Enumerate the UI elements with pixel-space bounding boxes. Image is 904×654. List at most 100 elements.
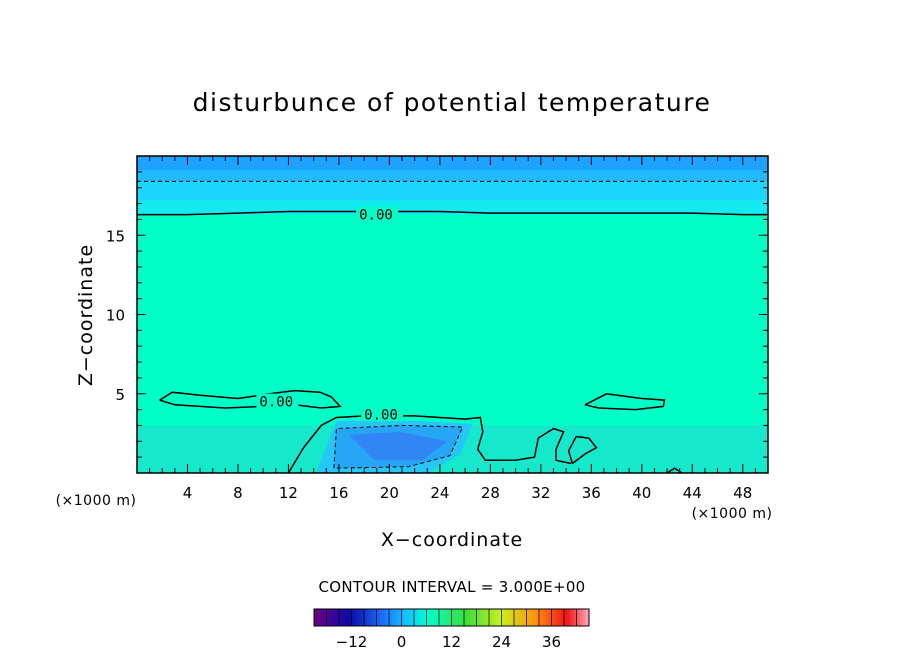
contour-label-bg-3 [361, 406, 404, 422]
chart-title: disturbunce of potential temperature [193, 88, 712, 117]
negative-contour-2 [333, 424, 464, 469]
colorbar-frame [313, 608, 590, 627]
colorbar-swatch [382, 609, 387, 626]
colorbar-swatch [342, 609, 346, 626]
colorbar-swatch [376, 609, 381, 626]
contour-interval-label: CONTOUR INTERVAL = 3.000E+00 [318, 578, 585, 596]
colorbar-swatch [426, 609, 431, 626]
contour-label-bg-2 [256, 393, 299, 409]
colorbar-swatch [410, 609, 415, 626]
colorbar-swatch [479, 609, 484, 626]
colorbar-swatch [529, 609, 534, 626]
colorbar-swatch [435, 609, 440, 626]
colorbar-tick-label: 36 [542, 633, 561, 651]
x-tick-label: 44 [683, 484, 702, 502]
colorbar-swatch [364, 609, 368, 626]
colorbar-swatch [351, 609, 356, 626]
zero-contour-2 [287, 415, 572, 473]
x-tick-label: 28 [481, 484, 500, 502]
colorbar-tick-label: 24 [492, 633, 511, 651]
colorbar-swatch [439, 609, 443, 626]
x-tick-label: 8 [233, 484, 243, 502]
x-tick-label: 20 [380, 484, 399, 502]
colorbar-swatch [457, 609, 462, 626]
colorbar-swatch [392, 609, 396, 626]
colorbar-swatch [332, 609, 337, 626]
colorbar-swatch [560, 609, 565, 626]
colorbar-swatch [492, 609, 496, 626]
y-tick-label: 10 [106, 307, 125, 325]
zero-contour-5 [567, 435, 598, 465]
colorbar-swatch [354, 609, 359, 626]
y-tick-label: 5 [115, 386, 125, 404]
x-tick-label: 16 [329, 484, 348, 502]
colorbar-swatch [498, 609, 502, 626]
colorbar-swatch [532, 609, 537, 626]
cold-pool-core [349, 431, 448, 461]
colorbar-swatch [514, 609, 518, 626]
colorbar-swatch [401, 609, 406, 626]
colorbar-swatch [545, 609, 549, 626]
colorbar-swatch [379, 609, 384, 626]
x-tick-label: 24 [430, 484, 449, 502]
colorbar-swatch [370, 609, 374, 626]
colorbar-tick-label: −12 [336, 633, 368, 651]
colorbar-tick-label: 12 [442, 633, 461, 651]
colorbar-swatch [535, 609, 540, 626]
colorbar-swatch [445, 609, 449, 626]
colorbar-swatch [582, 609, 587, 626]
colorbar: −12 0 12 24 36 [313, 608, 590, 651]
colorbar-swatch [432, 609, 437, 626]
contour-label-3: 0.00 [364, 407, 398, 423]
contour-label-2: 0.00 [259, 395, 293, 411]
colorbar-swatch [335, 609, 340, 626]
colorbar-swatch [523, 609, 527, 626]
colorbar-swatch [548, 609, 552, 626]
colorbar-swatch [501, 609, 506, 626]
colorbar-swatch [542, 609, 546, 626]
colorbar-swatch [473, 609, 477, 626]
colorbar-swatch [460, 609, 465, 626]
colorbar-swatch [520, 609, 524, 626]
colorbar-swatch [482, 609, 487, 626]
z-unit-label: (×1000 m) [56, 493, 137, 509]
colorbar-swatch [357, 609, 362, 626]
colorbar-swatch [360, 609, 365, 626]
colorbar-swatch [389, 609, 393, 626]
colorbar-swatch [476, 609, 481, 626]
colorbar-swatch [429, 609, 434, 626]
y-tick-label: 15 [106, 227, 125, 245]
colorbar-swatch [314, 609, 318, 626]
colorbar-swatch [320, 609, 324, 626]
colorbar-swatch [579, 609, 584, 626]
y-axis-label: Z−coordinate [75, 244, 97, 386]
x-tick-label: 40 [632, 484, 651, 502]
colorbar-swatch [573, 609, 577, 626]
x-axis-label: X−coordinate [381, 529, 523, 551]
colorbar-swatch [442, 609, 446, 626]
x-unit-label: (×1000 m) [692, 506, 773, 522]
colorbar-swatch [576, 609, 581, 626]
colorbar-swatch [526, 609, 531, 626]
colorbar-swatch [557, 609, 562, 626]
colorbar-swatch [489, 609, 493, 626]
colorbar-swatch [510, 609, 515, 626]
field-upper-layer-3 [137, 181, 768, 201]
colorbar-swatch [564, 609, 568, 626]
colorbar-swatch [398, 609, 402, 626]
colorbar-swatch [495, 609, 499, 626]
contour-label-1: 0.00 [359, 208, 393, 224]
colorbar-swatch [567, 609, 571, 626]
colorbar-swatch [467, 609, 471, 626]
colorbar-swatch [454, 609, 459, 626]
colorbar-swatch [451, 609, 456, 626]
colorbar-swatch [317, 609, 321, 626]
colorbar-swatch [329, 609, 334, 626]
colorbar-swatch [507, 609, 512, 626]
colorbar-swatch [539, 609, 543, 626]
colorbar-swatch [570, 609, 574, 626]
x-tick-label: 32 [531, 484, 550, 502]
colorbar-swatch [414, 609, 418, 626]
x-tick-label: 4 [183, 484, 193, 502]
